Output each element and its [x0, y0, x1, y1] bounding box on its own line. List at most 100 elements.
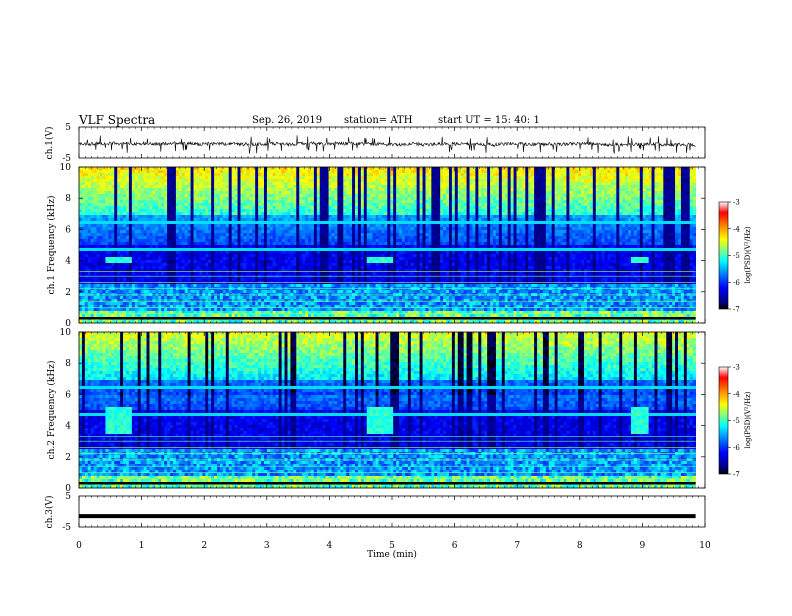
spectrogram-cell [91, 194, 94, 197]
spectrogram-cell [243, 176, 246, 179]
spectrogram-cell [314, 200, 317, 203]
spectrogram-cell [314, 221, 317, 224]
spectrogram-cell [79, 200, 82, 203]
spectrogram-cell [194, 179, 197, 182]
spectrogram-cell [652, 212, 655, 215]
spectrogram-cell [240, 233, 243, 236]
spectrogram-cell [593, 200, 596, 203]
spectrogram-cell [461, 188, 464, 191]
spectrogram-cell [302, 176, 305, 179]
spectrogram-cell [343, 203, 346, 206]
spectrogram-cell [572, 200, 575, 203]
spectrogram-cell [619, 206, 622, 209]
spectrogram-cell [555, 179, 558, 182]
spectrogram-cell [246, 194, 249, 197]
spectrogram-cell [490, 188, 493, 191]
spectrogram-cell [214, 218, 217, 221]
spectrogram-cell [317, 182, 320, 185]
spectrogram-cell [199, 197, 202, 200]
spectrogram-cell [605, 200, 608, 203]
spectrogram-cell [376, 179, 379, 182]
spectrogram-cell [514, 209, 517, 212]
spectrogram-cell [502, 212, 505, 215]
spectrogram-cell [264, 233, 267, 236]
spectrogram-cell [164, 212, 167, 215]
spectrogram-cell [540, 173, 543, 176]
spectrogram-cell [343, 227, 346, 230]
spectrogram-cell [381, 200, 384, 203]
spectrogram-cell [461, 200, 464, 203]
spectrogram-cell [217, 206, 220, 209]
spectrogram-cell [144, 179, 147, 182]
spectrogram-cell [425, 167, 428, 170]
spectrogram-cell [138, 227, 141, 230]
spectrogram-cell [411, 170, 414, 173]
spectrogram-cell [94, 173, 97, 176]
spectrogram-cell [487, 224, 490, 227]
spectrogram-cell [569, 230, 572, 233]
spectrogram-cell [235, 221, 238, 224]
spectrogram-cell [158, 179, 161, 182]
spectrogram-cell [396, 200, 399, 203]
spectrogram-cell [446, 233, 449, 236]
spectrogram-cell [293, 200, 296, 203]
spectrogram-cell [428, 170, 431, 173]
spectrogram-cell [643, 212, 646, 215]
spectrogram-cell [449, 233, 452, 236]
spectrogram-cell [475, 173, 478, 176]
spectrogram-cell [249, 188, 252, 191]
spectrogram-cell [273, 227, 276, 230]
spectrogram-cell [384, 179, 387, 182]
spectrogram-cell [549, 179, 552, 182]
spectrogram-cell [402, 221, 405, 224]
spectrogram-cell [249, 191, 252, 194]
spectrogram-cell [625, 197, 628, 200]
spectrogram-cell [370, 191, 373, 194]
spectrogram-cell [88, 227, 91, 230]
spectrogram-cell [155, 197, 158, 200]
spectrogram-cell [302, 170, 305, 173]
spectrogram-cell [337, 209, 340, 212]
spectrogram-cell [185, 185, 188, 188]
spectrogram-cell [361, 176, 364, 179]
spectrogram-cell [255, 167, 258, 170]
spectrogram-cell [537, 212, 540, 215]
spectrogram-cell [337, 176, 340, 179]
spectrogram-cell [387, 227, 390, 230]
spectrogram-cell [232, 221, 235, 224]
spectrogram-cell [646, 215, 649, 218]
spectrogram-cell [164, 233, 167, 236]
spectrogram-cell [299, 167, 302, 170]
spectrogram-cell [332, 167, 335, 170]
spectrogram-cell [540, 182, 543, 185]
spectrogram-cell [373, 209, 376, 212]
spectrogram-cell [619, 194, 622, 197]
spectrogram-cell [223, 218, 226, 221]
spectrogram-cell [558, 185, 561, 188]
spectrogram-cell [563, 203, 566, 206]
spectrogram-cell [602, 176, 605, 179]
spectrogram-cell [158, 206, 161, 209]
spectrogram-cell [420, 173, 423, 176]
spectrogram-cell [384, 206, 387, 209]
spectrogram-cell [590, 230, 593, 233]
spectrogram-cell [202, 197, 205, 200]
spectrogram-cell [452, 212, 455, 215]
spectrogram-cell [97, 218, 100, 221]
spectrogram-cell [396, 230, 399, 233]
spectrogram-cell [173, 194, 176, 197]
spectrogram-cell [214, 212, 217, 215]
spectrogram-cell [217, 167, 220, 170]
spectrogram-cell [640, 224, 643, 227]
spectrogram-cell [240, 224, 243, 227]
spectrogram-cell [129, 218, 132, 221]
spectrogram-cell [431, 179, 434, 182]
spectrogram-cell [470, 197, 473, 200]
spectrogram-cell [558, 191, 561, 194]
spectrogram-cell [666, 182, 669, 185]
spectrogram-cell [285, 176, 288, 179]
spectrogram-cell [358, 203, 361, 206]
spectrogram-cell [376, 212, 379, 215]
spectrogram-cell [481, 233, 484, 236]
spectrogram-cell [223, 191, 226, 194]
